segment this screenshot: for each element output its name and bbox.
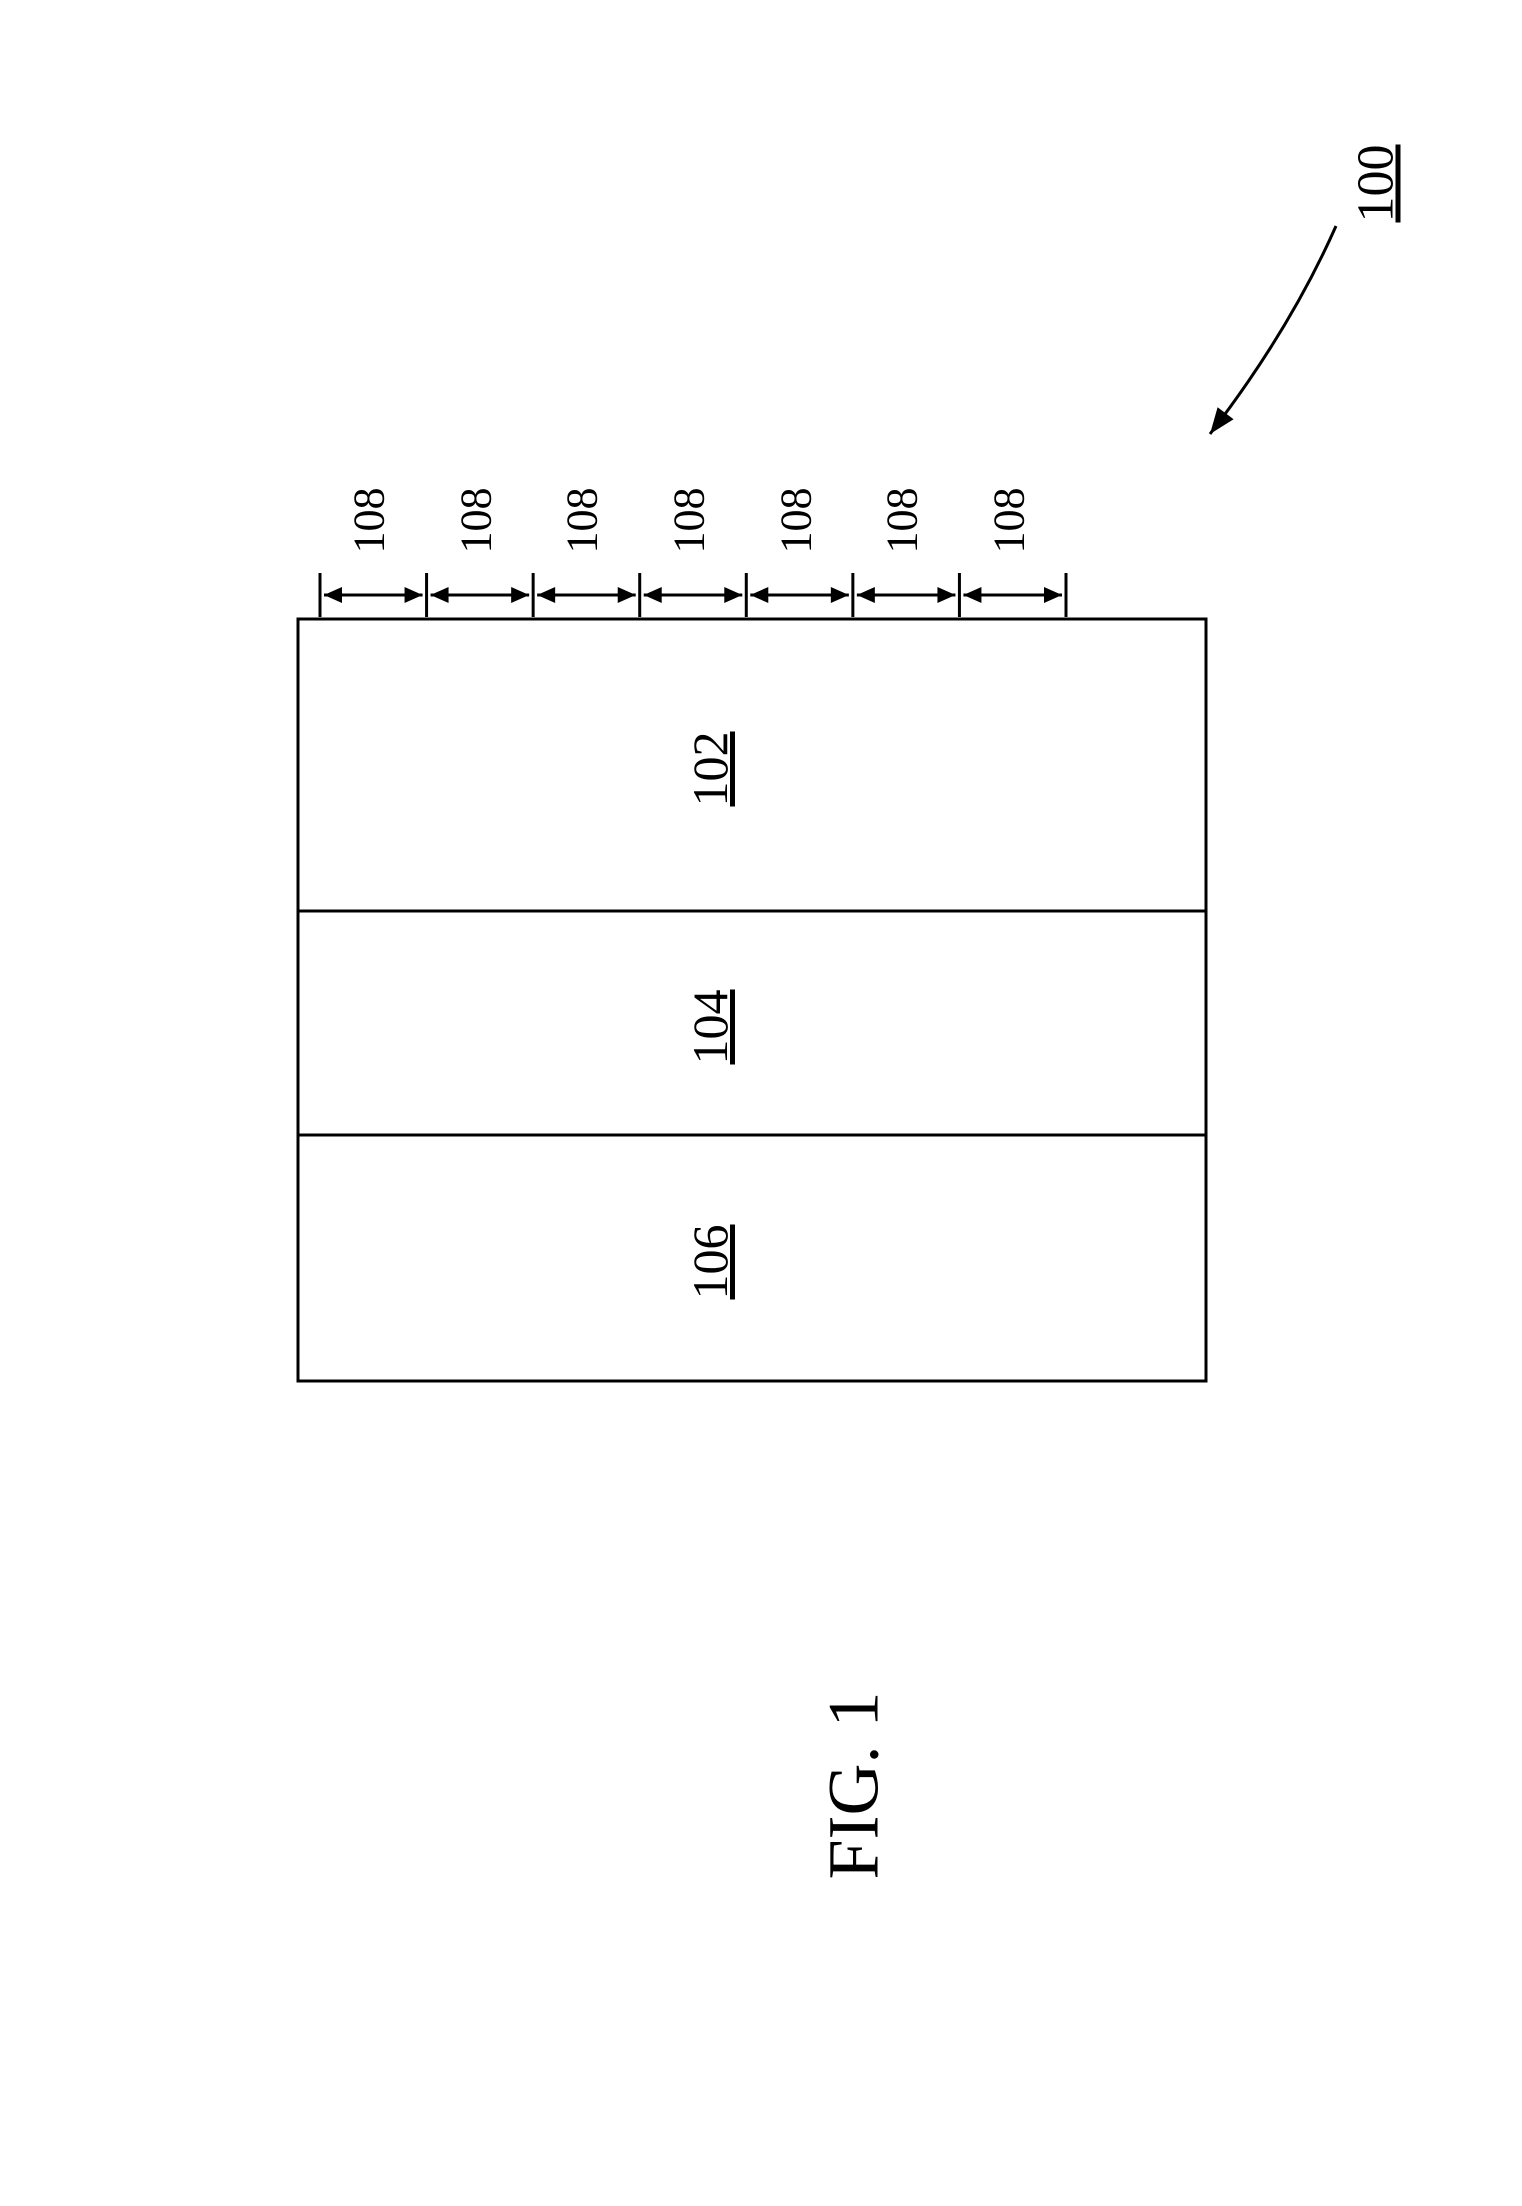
layer-label: 106 bbox=[681, 1162, 739, 1362]
assembly-label: 100 bbox=[1347, 84, 1406, 284]
dimension-label: 108 bbox=[664, 421, 715, 621]
dimension-label: 108 bbox=[557, 421, 608, 621]
dimension-label: 108 bbox=[770, 421, 821, 621]
layer-label: 102 bbox=[681, 669, 739, 869]
figure-canvas: 100 102 104 106 108 108 108 108 108 108 108 FI… bbox=[0, 0, 1522, 2201]
dimension-label: 108 bbox=[983, 421, 1034, 621]
dimension-label: 108 bbox=[344, 421, 395, 621]
layer-label: 104 bbox=[681, 927, 739, 1127]
figure-caption: FIG. 1 bbox=[813, 1686, 896, 1886]
dimension-label: 108 bbox=[877, 421, 928, 621]
figure-svg bbox=[0, 0, 1522, 2201]
dimension-label: 108 bbox=[450, 421, 501, 621]
